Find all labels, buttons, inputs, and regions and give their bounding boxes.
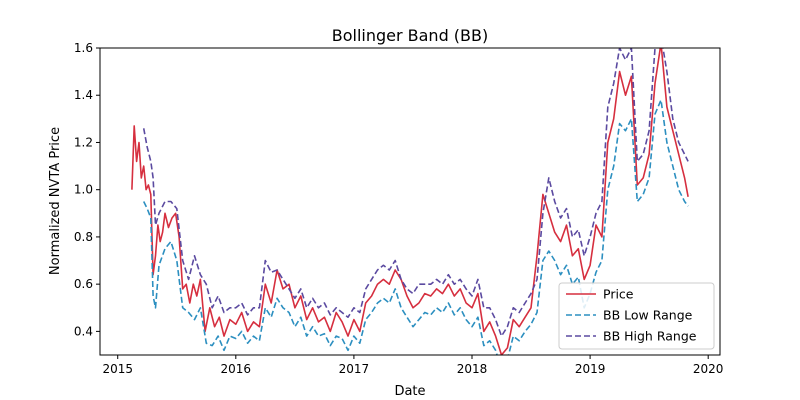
y-tick-label: 0.8 <box>74 230 93 244</box>
chart-title: Bollinger Band (BB) <box>332 26 489 45</box>
legend-label-1: BB Low Range <box>603 308 693 323</box>
y-tick-label: 0.6 <box>74 277 93 291</box>
series-line-1 <box>142 99 689 355</box>
legend: Price BB Low Range BB High Range <box>558 282 715 350</box>
series-group <box>131 48 689 355</box>
x-axis-ticks: 2015 2016 2017 2018 2019 2020 <box>102 355 723 376</box>
y-tick-label: 0.4 <box>74 324 93 338</box>
series-line-2 <box>142 48 689 337</box>
y-tick-label: 1.2 <box>74 135 93 149</box>
x-tick-label: 2018 <box>457 362 488 376</box>
legend-label-2: BB High Range <box>603 329 697 344</box>
y-tick-label: 1.4 <box>74 88 93 102</box>
plot-frame <box>99 47 721 356</box>
legend-box <box>558 282 715 350</box>
legend-label-0: Price <box>603 287 634 302</box>
y-tick-label: 1.0 <box>74 183 93 197</box>
x-tick-label: 2017 <box>339 362 370 376</box>
series-line-0 <box>131 48 689 355</box>
x-tick-label: 2020 <box>693 362 724 376</box>
y-axis-label: Normalized NVTA Price <box>48 127 63 275</box>
y-tick-label: 1.6 <box>74 41 93 55</box>
x-tick-label: 2016 <box>221 362 252 376</box>
x-tick-label: 2019 <box>575 362 606 376</box>
y-axis-ticks: 0.4 0.6 0.8 1.0 1.2 1.4 1.6 <box>74 41 100 338</box>
x-tick-label: 2015 <box>102 362 133 376</box>
x-axis-label: Date <box>394 384 425 399</box>
